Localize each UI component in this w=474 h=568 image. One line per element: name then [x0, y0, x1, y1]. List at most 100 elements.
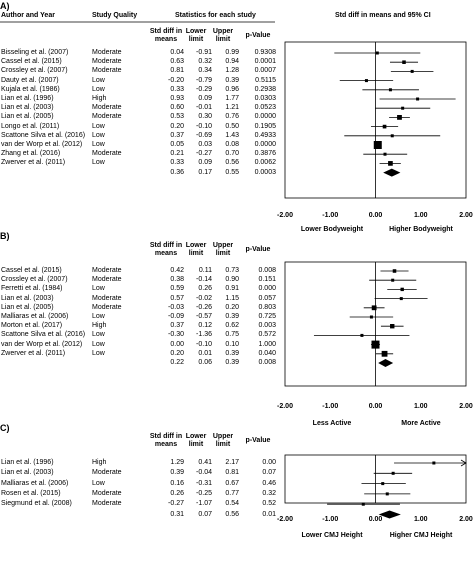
study-author: van der Worp et al. (2012) [1, 141, 83, 148]
direction-right: More Active [401, 420, 441, 427]
study-lower: -0.91 [196, 49, 212, 56]
header-ci: Std diff in means and 95% CI [335, 12, 431, 19]
header-upper-limit: Upper limit [212, 242, 234, 257]
study-quality: Moderate [92, 267, 122, 274]
study-upper: 0.91 [225, 285, 239, 293]
summary-p-value: 0.008 [258, 359, 276, 366]
effect-square [392, 269, 397, 273]
study-std-diff: 0.63 [170, 58, 184, 66]
study-author: Malliaras et al. (2006) [1, 479, 69, 487]
effect-square [371, 340, 380, 349]
study-author: Scattone Silva et al. (2016) [1, 331, 86, 339]
effect-square [401, 106, 405, 110]
x-tick-label: 2.00 [459, 212, 473, 219]
summary-diamond [383, 168, 401, 177]
study-p-value: 0.057 [258, 294, 276, 302]
summary-p-value: 0.01 [262, 510, 276, 518]
study-p-value: 0.0000 [254, 141, 276, 148]
study-lower: -0.02 [196, 294, 212, 302]
study-p-value: 0.00 [262, 459, 276, 466]
x-tick-label: 0.00 [368, 516, 383, 523]
x-tick-label: -1.00 [322, 516, 339, 523]
study-std-diff: 0.33 [170, 85, 184, 93]
study-author: Zhang et al. (2016) [1, 150, 61, 158]
effect-square [388, 161, 393, 166]
study-lower: 0.30 [198, 113, 212, 121]
effect-square [391, 471, 395, 475]
study-author: Lian et al. (2003) [1, 469, 54, 477]
study-quality: Moderate [92, 489, 122, 497]
study-lower: 0.03 [198, 141, 212, 148]
effect-square [388, 88, 392, 92]
header-lower-limit: Lower limit [185, 433, 207, 448]
study-p-value: 0.0303 [254, 95, 276, 102]
summary-diamond [378, 359, 394, 367]
x-tick-label: 1.00 [413, 516, 428, 523]
study-std-diff: 0.37 [170, 131, 184, 139]
study-p-value: 0.9308 [254, 49, 276, 56]
study-author: Lian et al. (2005) [1, 303, 54, 311]
study-p-value: 0.0000 [254, 113, 276, 121]
study-lower: -1.07 [196, 500, 212, 508]
study-author: Siegmund et al. (2008) [1, 500, 72, 508]
header-upper-limit: Upper limit [212, 28, 234, 43]
study-std-diff: 0.59 [170, 285, 184, 293]
study-upper: 0.75 [225, 331, 239, 339]
study-upper: 1.43 [225, 131, 239, 139]
header-author: Author and Year [1, 12, 55, 19]
study-lower: -0.26 [196, 303, 212, 311]
study-upper: 0.67 [225, 479, 239, 487]
summary-lower: 0.06 [198, 359, 212, 366]
study-author: Crossley et al. (2007) [1, 276, 68, 284]
effect-square [390, 134, 394, 138]
study-p-value: 0.3876 [254, 150, 276, 158]
study-std-diff: 0.05 [170, 141, 184, 148]
study-std-diff: -0.20 [168, 76, 184, 84]
x-tick-label: -2.00 [277, 212, 293, 219]
study-quality: Moderate [92, 67, 122, 75]
header-std-diff: Std diff in means [149, 28, 183, 43]
direction-right: Higher CMJ Height [389, 532, 453, 539]
study-lower: -0.69 [196, 131, 212, 139]
study-author: Lian et al. (2005) [1, 113, 54, 121]
effect-square [402, 60, 406, 64]
study-p-value: 0.2938 [254, 85, 276, 93]
study-std-diff: 0.37 [170, 322, 184, 330]
study-author: Lian et al. (1996) [1, 459, 54, 466]
study-quality: Moderate [92, 58, 122, 66]
study-author: Bisseling et al. (2007) [1, 49, 69, 56]
study-upper: 0.96 [225, 85, 239, 93]
study-quality: Moderate [92, 113, 122, 121]
study-p-value: 0.0001 [254, 58, 276, 66]
study-author: Zwerver et al. (2011) [1, 349, 66, 357]
study-upper: 0.70 [225, 150, 239, 158]
study-upper: 0.56 [225, 159, 239, 167]
study-p-value: 0.803 [258, 303, 276, 311]
x-tick-label: 0.00 [368, 212, 383, 219]
summary-diamond [378, 510, 401, 519]
x-tick-label: 1.00 [413, 212, 428, 219]
effect-square [369, 315, 373, 319]
study-quality: Low [92, 76, 105, 84]
direction-left: Lower Bodyweight [300, 226, 364, 233]
study-std-diff: 0.38 [170, 276, 184, 284]
effect-square [383, 152, 387, 156]
study-std-diff: -0.03 [168, 303, 184, 311]
study-author: Dauty et al. (2007) [1, 76, 59, 84]
study-author: Ferretti et al. (1984) [1, 285, 63, 293]
effect-square [375, 51, 379, 55]
study-p-value: 0.725 [258, 313, 276, 320]
study-std-diff: 0.39 [170, 469, 184, 477]
effect-square [385, 492, 389, 496]
summary-lower: 0.07 [198, 510, 212, 518]
study-lower: -0.79 [196, 76, 212, 84]
study-quality: Moderate [92, 49, 122, 56]
study-p-value: 0.003 [258, 322, 276, 330]
header-p-value: p-Value [245, 246, 271, 253]
study-upper: 1.28 [225, 67, 239, 75]
effect-square [381, 350, 388, 357]
study-std-diff: 0.57 [170, 294, 184, 302]
study-std-diff: 0.93 [170, 95, 184, 102]
effect-square [397, 115, 402, 120]
study-upper: 0.76 [225, 113, 239, 121]
